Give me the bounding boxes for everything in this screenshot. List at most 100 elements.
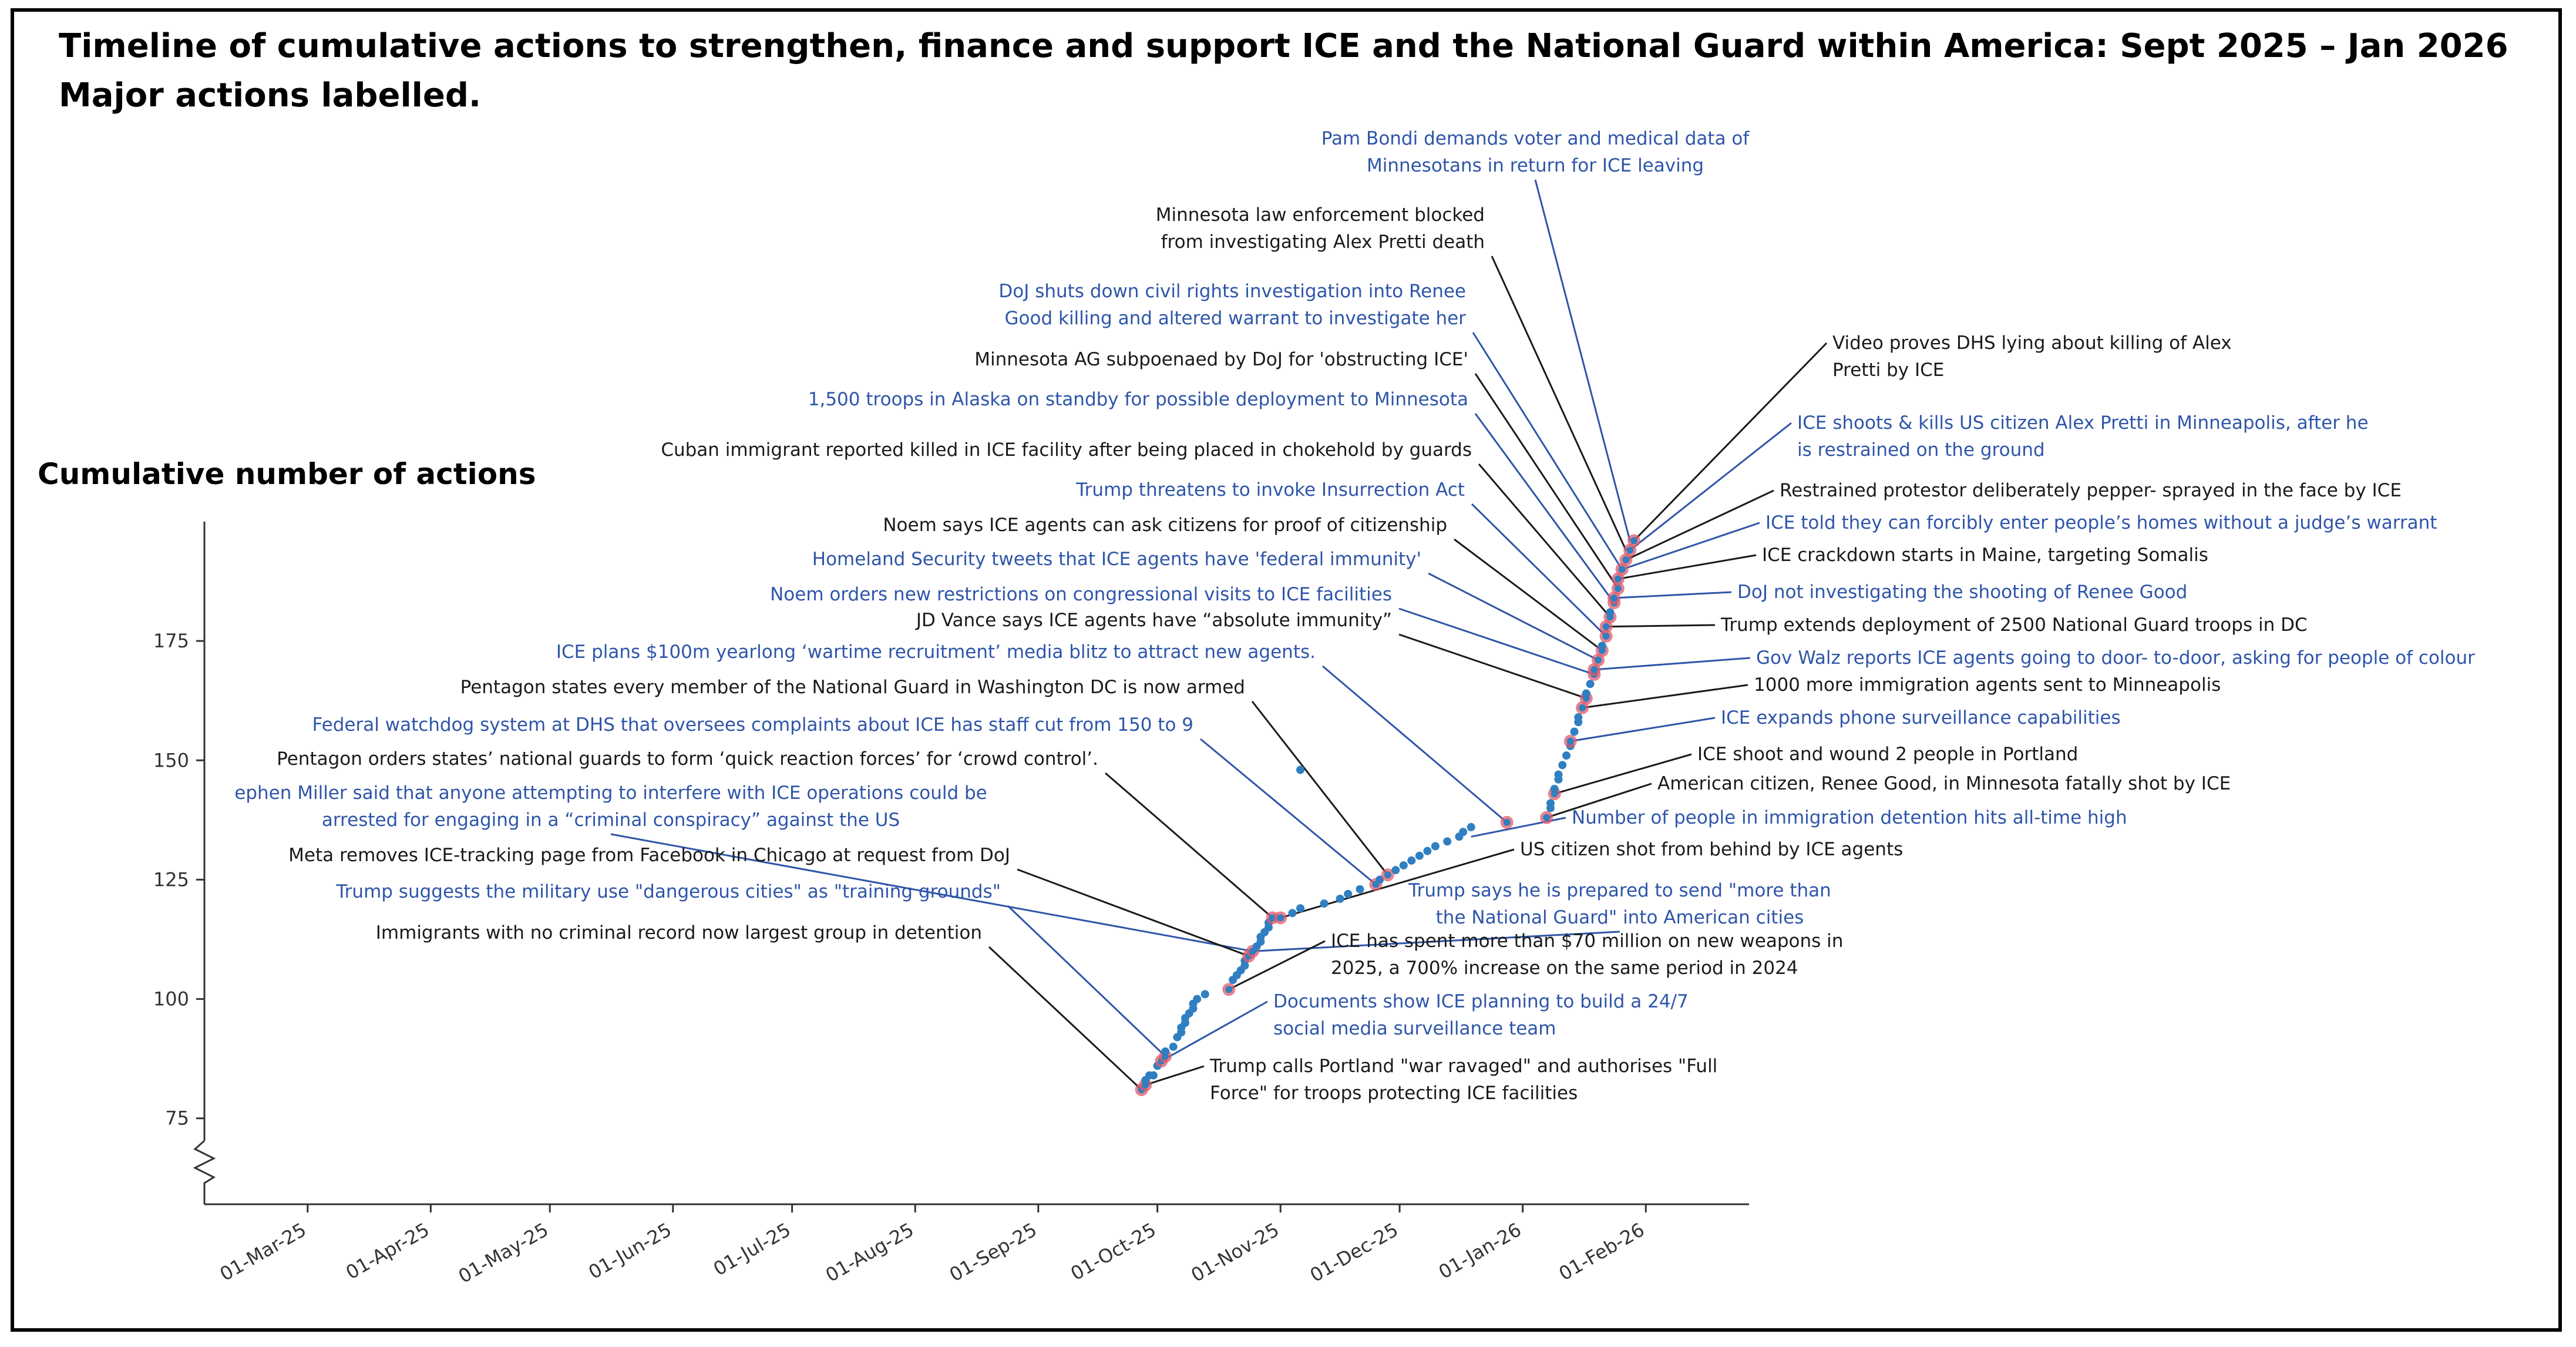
data-point	[1546, 799, 1555, 808]
leader-line	[610, 833, 1253, 952]
leader-line	[1398, 633, 1587, 700]
annotation-line: Federal watchdog system at DHS that over…	[312, 714, 1193, 735]
annotation-line: 1,500 troops in Alaska on standby for po…	[808, 389, 1468, 410]
leader-lines	[610, 179, 1828, 1091]
data-point	[1384, 871, 1391, 879]
leader-line	[1145, 1065, 1205, 1086]
x-tick-label: 01-Mar-25	[216, 1218, 310, 1285]
annotation-label: Trump threatens to invoke Insurrection A…	[1075, 479, 1465, 500]
data-point	[1356, 885, 1364, 893]
chart-subtitle: Major actions labelled.	[59, 76, 482, 115]
data-point	[1503, 818, 1511, 826]
leader-line	[1570, 717, 1716, 743]
annotation-label: DoJ shuts down civil rights investigatio…	[998, 281, 1466, 329]
y-tick-label: 150	[153, 749, 189, 771]
x-tick-label: 01-Oct-25	[1067, 1218, 1159, 1285]
data-point	[1610, 594, 1618, 602]
annotation-line: Pam Bondi demands voter and medical data…	[1321, 128, 1750, 149]
annotation-label: 1000 more immigration agents sent to Min…	[1754, 674, 2221, 696]
annotation-line: Meta removes ICE-tracking page from Face…	[288, 845, 1010, 866]
annotation-label: US citizen shot from behind by ICE agent…	[1520, 839, 1903, 860]
annotation-line: Trump threatens to invoke Insurrection A…	[1075, 479, 1465, 500]
data-point	[1618, 566, 1626, 573]
annotation-label: ICE shoots & kills US citizen Alex Prett…	[1797, 412, 2369, 461]
data-point	[1614, 575, 1622, 583]
annotation-label: Immigrants with no criminal record now l…	[376, 922, 982, 943]
leader-line	[1633, 342, 1828, 542]
leader-line	[1606, 624, 1716, 628]
leader-line	[1546, 782, 1652, 819]
annotation-line: Trump calls Portland "war ravaged" and a…	[1209, 1056, 1717, 1077]
annotation-line: from investigating Alex Pretti death	[1161, 231, 1485, 253]
annotation-line: ephen Miller said that anyone attempting…	[234, 782, 987, 804]
y-axis-label: Cumulative number of actions	[38, 457, 536, 491]
annotation-label: Minnesota law enforcement blocked from in…	[1156, 204, 1485, 253]
annotation-label: Pam Bondi demands voter and medical data…	[1321, 128, 1750, 176]
data-point	[1407, 856, 1416, 865]
data-point	[1626, 546, 1634, 554]
data-point	[1630, 537, 1637, 545]
annotation-line: is restrained on the ground	[1797, 439, 2045, 461]
data-point	[1586, 680, 1595, 688]
data-point	[1161, 1047, 1170, 1056]
data-points	[1135, 534, 1640, 1096]
data-point	[1602, 623, 1610, 630]
data-point	[1459, 828, 1468, 837]
annotation-line: ICE plans $100m yearlong ‘wartime recrui…	[556, 641, 1316, 663]
annotation-label: Noem orders new restrictions on congress…	[770, 584, 1392, 605]
annotation-line: Homeland Security tweets that ICE agents…	[812, 549, 1421, 570]
leader-line	[1200, 738, 1377, 885]
data-point	[1336, 894, 1344, 903]
annotation-label: Meta removes ICE-tracking page from Face…	[288, 845, 1010, 866]
annotation-label: ICE told they can forcibly enter people’…	[1765, 512, 2437, 533]
leader-line	[1017, 868, 1249, 957]
data-point	[1574, 713, 1583, 722]
data-point	[1431, 842, 1440, 851]
annotation-label: Trump calls Portland "war ravaged" and a…	[1209, 1056, 1717, 1104]
data-point	[1562, 751, 1571, 760]
x-tick-label: 01-Feb-26	[1555, 1218, 1649, 1285]
annotation-line: Cuban immigrant reported killed in ICE f…	[661, 439, 1472, 461]
data-point	[1566, 737, 1574, 745]
data-point	[1200, 990, 1209, 999]
annotation-label: Gov Walz reports ICE agents going to doo…	[1756, 647, 2475, 669]
x-tick-label: 01-Jun-25	[584, 1218, 675, 1284]
annotation-line: DoJ not investigating the shooting of Re…	[1737, 582, 2187, 603]
annotation-label: DoJ not investigating the shooting of Re…	[1737, 582, 2187, 603]
annotation-label: American citizen, Renee Good, in Minneso…	[1657, 773, 2231, 794]
annotation-line: Minnesota law enforcement blocked	[1156, 204, 1485, 226]
data-point	[1590, 666, 1598, 673]
data-point	[1443, 837, 1452, 846]
annotation-line: Trump says he is prepared to send "more …	[1408, 880, 1831, 901]
annotation-line: Video proves DHS lying about killing of …	[1832, 332, 2232, 354]
annotation-line: American citizen, Renee Good, in Minneso…	[1657, 773, 2231, 794]
data-point	[1423, 847, 1432, 855]
annotation-label: Trump extends deployment of 2500 Nationa…	[1720, 614, 2308, 636]
leader-line	[1161, 1000, 1268, 1062]
leader-line	[1471, 503, 1607, 637]
data-point	[1399, 861, 1408, 870]
annotation-line: JD Vance says ICE agents have “absolute …	[915, 610, 1392, 631]
annotation-line: Force" for troops protecting ICE facilit…	[1210, 1083, 1578, 1104]
leader-line	[1454, 538, 1603, 651]
annotation-line: ICE shoots & kills US citizen Alex Prett…	[1797, 412, 2369, 434]
data-point	[1582, 689, 1590, 698]
annotation-line: Minnesota AG subpoenaed by DoJ for 'obst…	[974, 349, 1468, 370]
annotation-label: Cuban immigrant reported killed in ICE f…	[661, 439, 1472, 461]
y-tick-label: 100	[153, 988, 189, 1010]
leader-line	[1474, 413, 1615, 604]
annotation-line: ICE crackdown starts in Maine, targeting…	[1762, 545, 2208, 566]
data-point	[1149, 1071, 1158, 1080]
leader-line	[1478, 463, 1611, 618]
data-point	[1391, 866, 1400, 875]
leader-line	[1105, 772, 1273, 919]
annotation-label: Pentagon states every member of the Nati…	[460, 677, 1245, 698]
annotation-label: Video proves DHS lying about killing of …	[1832, 332, 2232, 381]
annotation-line: Trump suggests the military use "dangero…	[335, 881, 1001, 902]
annotation-label: Trump suggests the military use "dangero…	[335, 881, 1001, 902]
annotation-label: Homeland Security tweets that ICE agents…	[812, 549, 1421, 570]
leader-line	[1582, 684, 1748, 709]
data-point	[1225, 986, 1233, 993]
annotation-line: 2025, a 700% increase on the same period…	[1331, 958, 1798, 979]
